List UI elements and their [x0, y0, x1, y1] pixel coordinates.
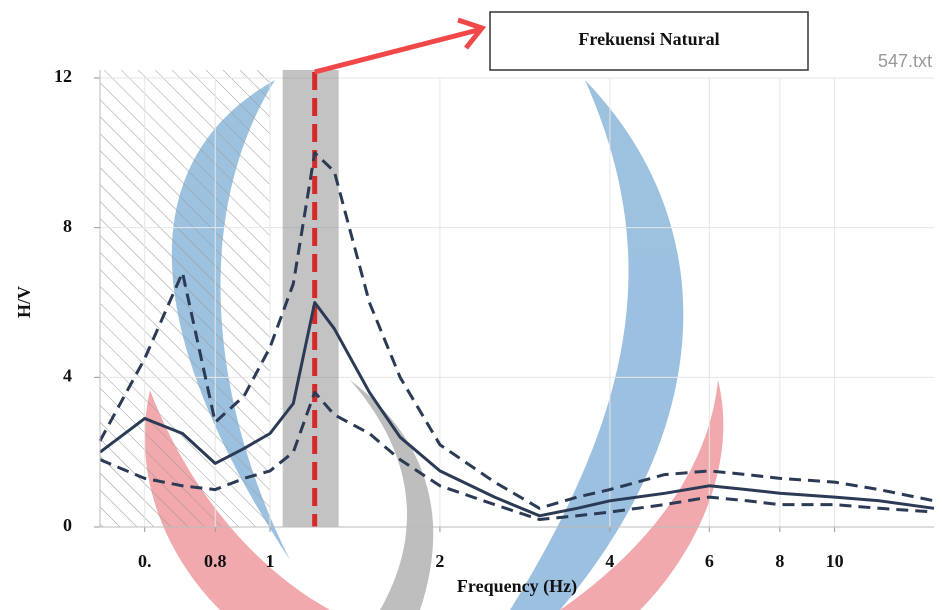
x-tick-label: 10	[826, 551, 844, 571]
x-tick-label: 4	[605, 551, 614, 571]
x-tick-label: 0.	[138, 551, 152, 571]
y-tick-label: 8	[63, 216, 72, 236]
peak-band	[282, 70, 339, 527]
hv-curve	[99, 390, 935, 521]
hv-curve	[98, 151, 935, 510]
hatched-region	[100, 70, 270, 527]
x-tick-label: 1	[265, 551, 274, 571]
x-tick-label: 6	[705, 551, 714, 571]
y-tick-label: 12	[54, 66, 72, 86]
annotation-arrowhead	[457, 17, 487, 50]
y-tick-label: 0	[63, 515, 72, 535]
annotation: Frekuensi Natural	[578, 29, 719, 49]
file-label: 547.txt	[878, 51, 932, 71]
hv-curve	[99, 301, 935, 518]
y-tick-label: 4	[63, 365, 72, 385]
x-tick-label: 8	[775, 551, 784, 571]
y-axis-label: H/V	[14, 286, 34, 318]
x-tick-label: 0.8	[204, 551, 227, 571]
annotation-box	[489, 11, 809, 71]
x-axis-label: Frequency (Hz)	[457, 576, 577, 597]
x-tick-label: 2	[435, 551, 444, 571]
annotation-arrow	[314, 27, 479, 75]
